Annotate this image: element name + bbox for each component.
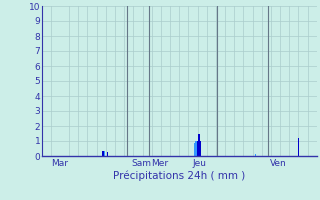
Bar [195,141,197,156]
Bar [104,151,105,156]
Bar [200,141,201,156]
Bar [197,141,198,156]
Bar [255,154,256,156]
Bar [194,142,195,156]
Bar [298,138,299,156]
Bar [107,152,108,156]
Bar [102,151,104,156]
X-axis label: Précipitations 24h ( mm ): Précipitations 24h ( mm ) [113,171,245,181]
Bar [198,134,200,156]
